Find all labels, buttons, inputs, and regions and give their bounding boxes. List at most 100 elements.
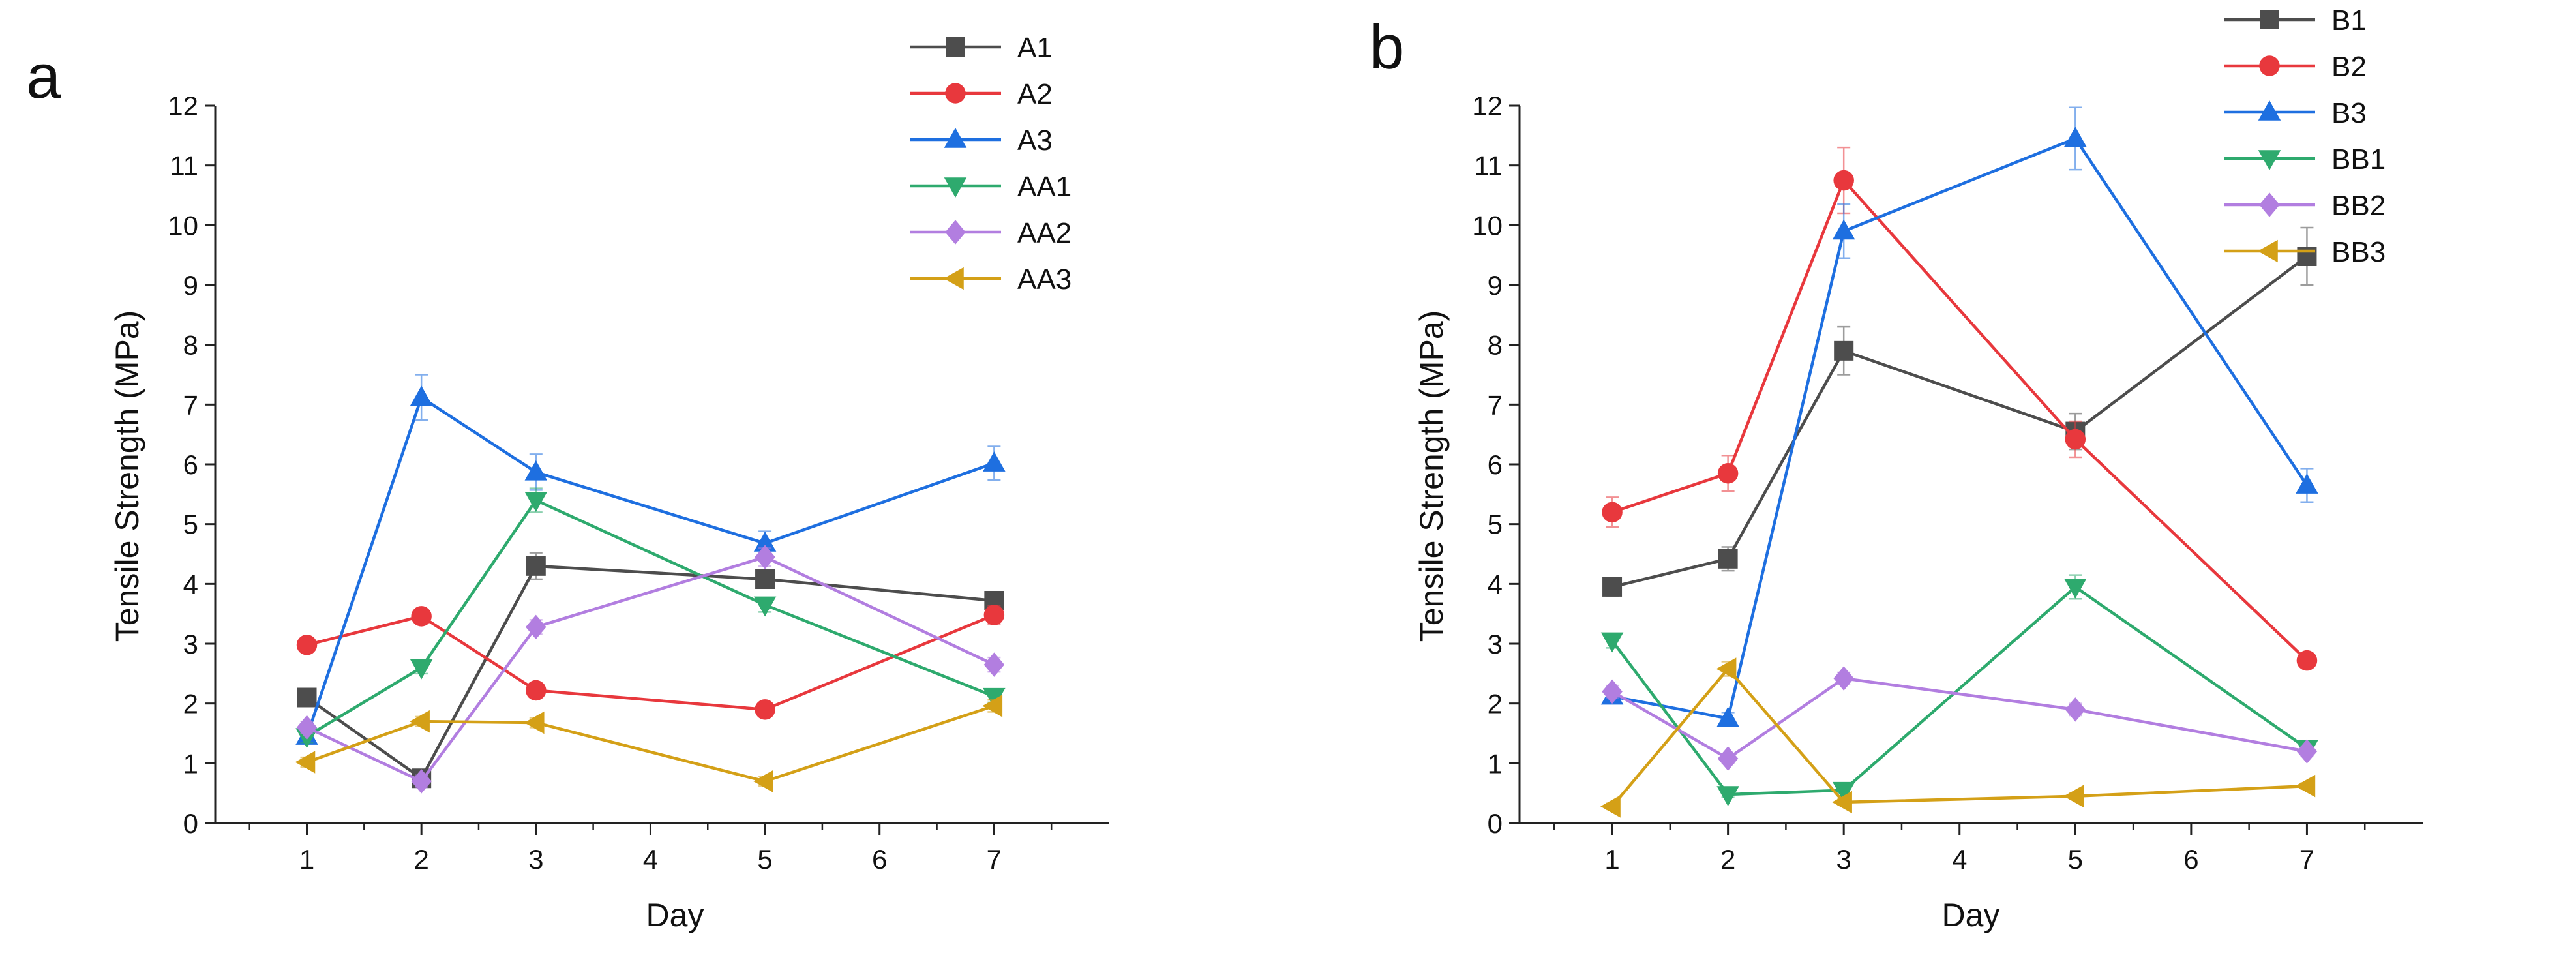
data-point-B2	[1833, 170, 1854, 191]
data-point-B1	[2297, 247, 2317, 266]
series-layer-a	[295, 374, 1006, 794]
y-tick-label: 4	[183, 569, 198, 599]
x-axis-title-b: Day	[1942, 897, 2000, 933]
y-tick-label: 7	[1488, 389, 1503, 420]
legend-entry-A3: A3	[910, 125, 1053, 157]
y-tick-label: 0	[183, 808, 198, 839]
x-tick-label: 3	[1836, 844, 1851, 875]
data-point-A1	[297, 687, 317, 708]
series-A2	[296, 605, 1005, 720]
x-tick-label: 1	[1604, 844, 1619, 875]
data-point-BB3	[2295, 774, 2316, 798]
panel-b: b Tensile Strength (MPa) Day 01234567891…	[1370, 5, 2423, 933]
data-point-A2	[755, 699, 775, 720]
y-tick-label: 0	[1488, 808, 1503, 839]
y-axis-title-a: Tensile Strength (MPa)	[109, 310, 145, 642]
x-tick-label: 6	[872, 844, 887, 875]
data-point-AA1	[410, 659, 433, 680]
legend-marker-AA3	[944, 267, 964, 290]
y-tick-label: 8	[183, 330, 198, 361]
data-point-B2	[1602, 502, 1623, 523]
legend-label: BB2	[2331, 190, 2386, 222]
data-point-B3	[1716, 706, 1739, 727]
data-point-BB1	[1832, 781, 1855, 802]
y-tick-label: 12	[168, 91, 198, 121]
x-tick-label: 1	[299, 844, 314, 875]
y-tick-label: 9	[183, 270, 198, 301]
data-point-AA2	[526, 614, 547, 640]
legend-entry-BB2: BB2	[2224, 190, 2386, 222]
legend-b: B1 B2 B3 BB1 BB2 BB3	[2224, 5, 2386, 268]
x-tick-label: 4	[643, 844, 658, 875]
y-tick-label: 6	[1488, 449, 1503, 480]
y-tick-label: 8	[1488, 330, 1503, 361]
x-tick-label: 3	[528, 844, 543, 875]
legend-label: BB3	[2331, 236, 2386, 268]
data-point-A2	[983, 605, 1005, 625]
legend-label: A2	[1017, 78, 1053, 110]
data-point-BB2	[1717, 746, 1739, 771]
data-point-BB3	[1600, 795, 1621, 818]
data-point-AA3	[295, 751, 316, 774]
series-B2	[1602, 146, 2318, 671]
data-point-BB1	[1600, 632, 1624, 653]
data-point-A3	[524, 460, 548, 481]
legend-entry-B3: B3	[2224, 97, 2367, 129]
x-axis-title-a: Day	[646, 897, 704, 933]
y-tick-label: 6	[183, 449, 198, 480]
y-axis-title-b: Tensile Strength (MPa)	[1413, 310, 1450, 642]
series-B3	[1600, 106, 2318, 727]
legend-entry-BB1: BB1	[2224, 143, 2386, 175]
data-point-AA1	[524, 492, 548, 512]
y-tick-label: 10	[1472, 210, 1503, 241]
data-point-AA3	[982, 695, 1003, 717]
series-line-A3	[305, 396, 995, 737]
data-point-B3	[1832, 219, 1855, 240]
series-A3	[295, 374, 1006, 745]
y-tick-label: 1	[1488, 748, 1503, 779]
y-tick-label: 4	[1488, 569, 1503, 599]
legend-a: A1 A2 A3 AA1 AA2 AA3	[910, 32, 1071, 295]
data-point-BB2	[1602, 679, 1623, 704]
series-line-A2	[306, 613, 995, 712]
data-point-AA2	[755, 545, 775, 569]
series-BB2	[1602, 666, 2318, 771]
data-point-AA2	[983, 652, 1005, 677]
legend-entry-B1: B1	[2224, 5, 2367, 37]
x-tick-label: 2	[413, 844, 428, 875]
x-tick-label: 7	[987, 844, 1002, 875]
legend-label: A1	[1017, 32, 1053, 64]
data-point-A2	[296, 635, 318, 655]
legend-label: B3	[2331, 97, 2367, 129]
panel-a: a Tensile Strength (MPa) Day 01234567891…	[26, 32, 1109, 933]
legend-entry-AA2: AA2	[910, 217, 1071, 249]
y-tick-label: 10	[168, 210, 198, 241]
x-tick-label: 5	[757, 844, 772, 875]
data-point-AA2	[296, 715, 318, 740]
data-point-B3	[2296, 474, 2318, 494]
data-point-B2	[2296, 650, 2318, 671]
y-tick-label: 5	[183, 509, 198, 540]
panel-label-a: a	[26, 42, 61, 112]
legend-marker-BB1	[2258, 150, 2281, 170]
data-point-AA3	[753, 770, 773, 793]
data-point-AA3	[410, 710, 430, 733]
data-point-A3	[983, 451, 1006, 472]
legend-label: A3	[1017, 125, 1053, 157]
data-point-A2	[411, 606, 432, 627]
series-BB3	[1600, 657, 2316, 818]
y-tick-label: 9	[1488, 270, 1503, 301]
data-point-A1	[526, 556, 546, 576]
series-AA2	[296, 545, 1005, 794]
data-point-AA2	[411, 769, 432, 794]
legend-entry-A1: A1	[910, 32, 1053, 64]
data-point-B3	[2064, 127, 2087, 147]
series-AA1	[295, 487, 1006, 749]
series-line-B3	[1611, 137, 2309, 720]
data-point-B2	[2065, 429, 2086, 450]
y-tick-label: 2	[1488, 689, 1503, 719]
legend-marker-AA1	[944, 177, 967, 198]
data-point-BB2	[2296, 739, 2318, 764]
